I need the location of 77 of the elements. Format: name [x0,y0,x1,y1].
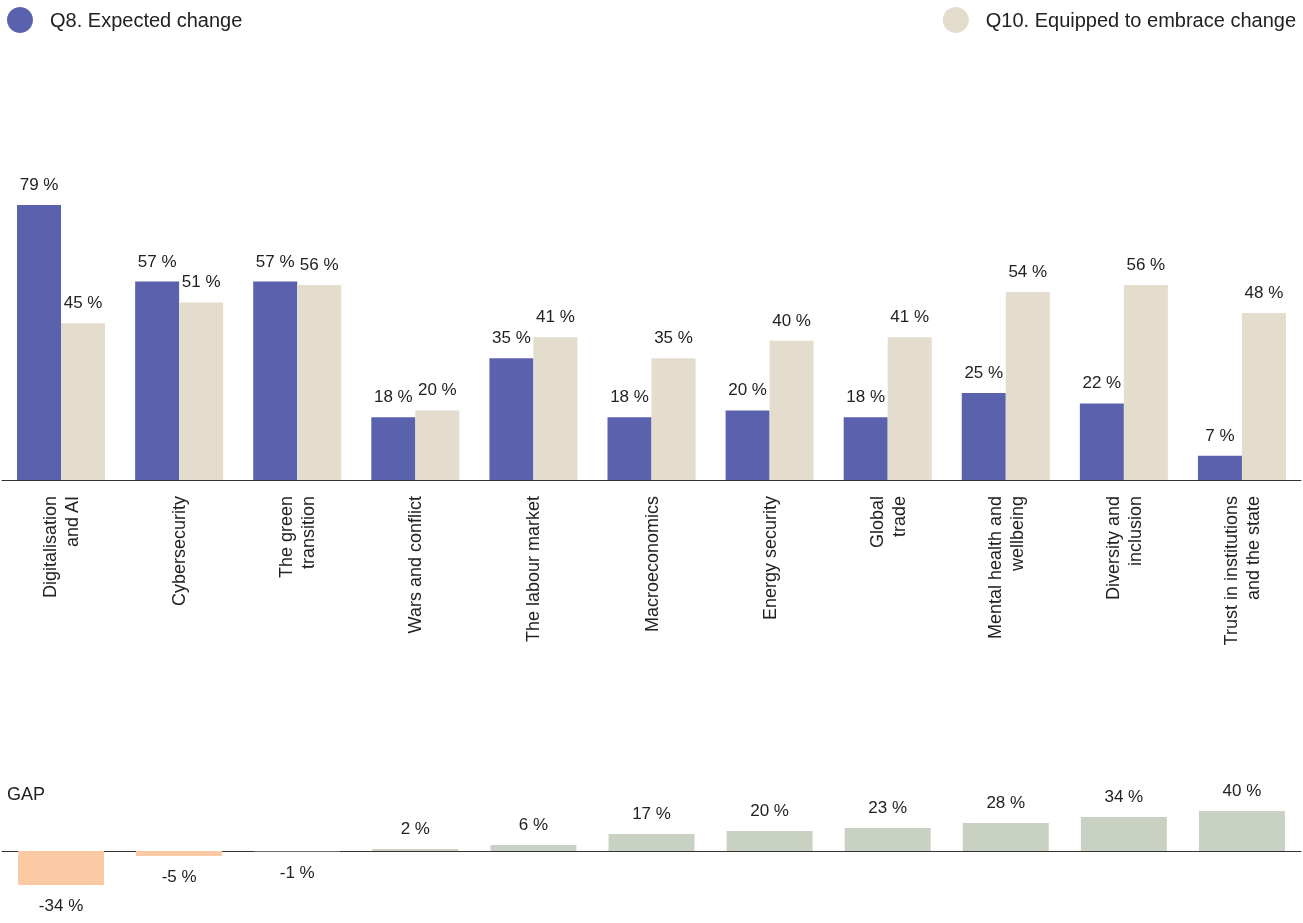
data-label: 18 % [610,387,649,407]
data-label: 48 % [1244,282,1284,302]
bar [651,358,696,480]
bar [887,337,932,480]
bar [1005,292,1050,480]
data-label: -34 % [38,896,84,915]
data-label: -5 % [161,867,197,886]
bar [61,323,106,480]
bar [1080,817,1167,851]
data-label: 35 % [654,328,693,348]
bar [415,410,460,480]
x-tick-label: Diversity and inclusion [1102,496,1145,601]
x-tick-label: The labour market [523,496,544,643]
data-label: 45 % [63,293,103,313]
x-tick-label: The green transition [276,496,319,579]
data-label: 56 % [299,255,339,275]
data-label: 20 % [417,380,457,400]
x-tick-label: Mental health and wellbeing [984,496,1027,640]
x-tick-label: Macroeconomics [641,496,662,633]
legend-label: Q10. Equipped to embrace change [985,9,1296,31]
data-label: -1 % [279,863,315,882]
data-label: 6 % [518,815,549,834]
data-label: 57 % [137,251,177,271]
data-label: 18 % [846,387,886,407]
bar [607,417,652,480]
chart-title: GAP [7,784,46,804]
data-label: 51 % [181,272,221,292]
x-tick-label: Energy security [759,496,780,621]
bar [608,834,695,851]
data-label: 41 % [890,307,930,327]
bar [962,823,1049,851]
bar [1198,811,1285,851]
bar [179,302,224,480]
bar [1079,403,1124,480]
data-label: 40 % [772,310,811,330]
data-label: 54 % [1008,262,1048,282]
data-label: 34 % [1104,787,1144,806]
bar [1241,312,1286,480]
data-label: 2 % [400,819,430,838]
data-label: 25 % [964,362,1004,382]
bar [533,337,578,480]
x-tick-label: Digitalisation and AI [40,496,83,599]
data-label: 79 % [19,175,59,194]
data-label: 57 % [255,251,295,271]
data-label: 20 % [750,801,789,820]
bar [489,358,534,480]
data-label: 35 % [492,328,531,348]
bar [253,281,298,480]
bar [961,392,1006,480]
bar [1197,455,1242,480]
bar [769,340,814,480]
bar [1123,285,1168,480]
bar [844,828,931,851]
data-label: 56 % [1126,255,1166,275]
bar [18,851,105,885]
x-tick-label: Cybersecurity [169,496,190,607]
data-label: 40 % [1222,781,1262,800]
bar [843,417,888,480]
bar [297,285,342,480]
bar [17,205,62,480]
data-label: 41 % [536,307,575,327]
x-tick-label: Wars and conflict [405,496,426,634]
data-label: 28 % [986,793,1026,812]
bar [136,851,223,856]
data-label: 18 % [373,387,413,407]
bar [725,410,770,480]
bar [726,831,813,851]
data-label: 23 % [868,798,908,817]
x-tick-label: Global trade [866,496,909,549]
legend-label: Q8. Expected change [50,9,243,31]
data-label: 17 % [632,804,671,823]
bar [371,417,416,480]
data-label: 7 % [1205,425,1235,445]
bar [135,281,180,480]
data-label: 20 % [728,380,767,400]
data-label: 22 % [1082,373,1122,393]
bar [490,845,577,851]
